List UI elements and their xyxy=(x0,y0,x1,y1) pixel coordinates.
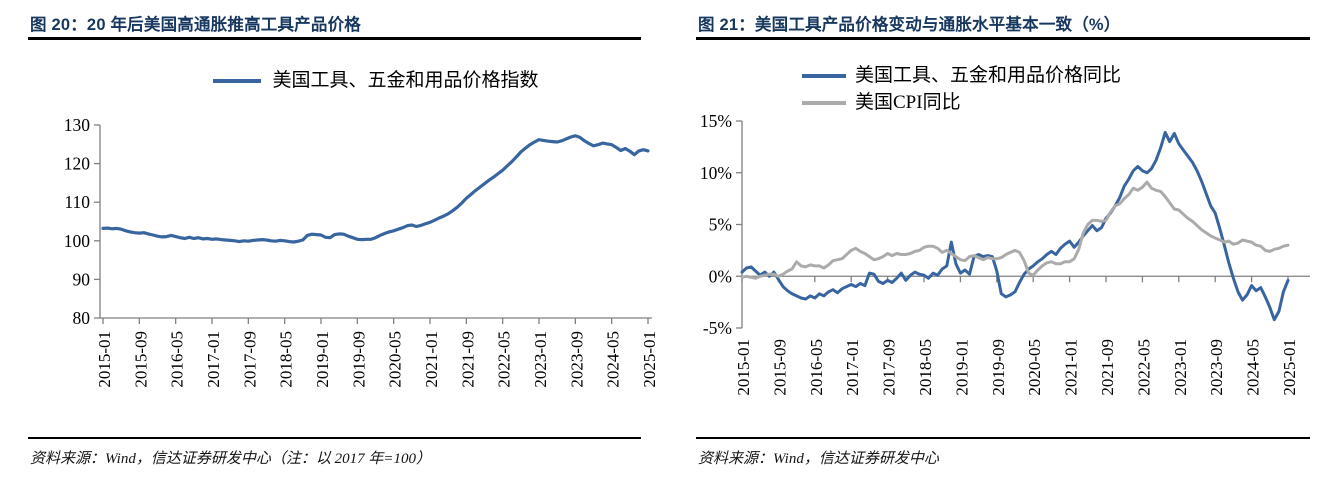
x-tick-label: 2018-05 xyxy=(916,339,935,396)
y-tick-label: -5% xyxy=(703,318,732,338)
legend-label-tools-index: 美国工具、五金和用品价格指数 xyxy=(272,70,539,91)
figure20-title: 图 20：20 年后美国高通胀推高工具产品价格 xyxy=(30,16,361,34)
x-tick-label: 2016-05 xyxy=(168,331,187,388)
y-tick-label: 110 xyxy=(64,192,90,212)
figure20-title-rule xyxy=(28,37,641,40)
series-line-0 xyxy=(740,130,1290,322)
x-tick-label: 2017-09 xyxy=(240,331,259,388)
x-tick-label: 2023-01 xyxy=(531,331,550,388)
y-tick-label: 5% xyxy=(709,215,732,235)
y-tick-label: 80 xyxy=(73,308,91,328)
x-tick-label: 2020-05 xyxy=(1025,339,1044,396)
figure21-source-note: 资料来源：Wind，信达证券研发中心 xyxy=(698,451,939,467)
x-tick-label: 2021-09 xyxy=(458,331,477,388)
x-tick-label: 2022-05 xyxy=(495,331,514,388)
x-tick-label: 2025-01 xyxy=(640,331,659,388)
x-tick-label: 2015-01 xyxy=(95,331,114,388)
x-tick-label: 2017-01 xyxy=(843,339,862,396)
legend-row-cpi-yoy: 美国CPI同比 xyxy=(802,90,1121,115)
x-tick-label: 2023-01 xyxy=(1171,339,1190,396)
x-tick-label: 2021-01 xyxy=(1062,339,1081,396)
y-tick-label: 90 xyxy=(73,269,91,289)
x-tick-label: 2023-09 xyxy=(1207,339,1226,396)
y-tick-label: 100 xyxy=(64,231,91,251)
x-tick-label: 2016-05 xyxy=(807,339,826,396)
legend-line-swatch-cpi-yoy xyxy=(802,100,846,105)
y-tick-label: 0% xyxy=(709,266,732,286)
y-tick-label: 15% xyxy=(700,111,732,131)
figure21-source-rule xyxy=(696,437,1310,439)
series-line-0 xyxy=(101,134,650,244)
x-tick-label: 2023-09 xyxy=(567,331,586,388)
x-tick-label: 2019-09 xyxy=(349,331,368,388)
x-tick-label: 2025-01 xyxy=(1280,339,1299,396)
x-tick-label: 2020-05 xyxy=(386,331,405,388)
figure21-legend: 美国工具、五金和用品价格同比 美国CPI同比 xyxy=(802,63,1121,115)
x-tick-label: 2015-09 xyxy=(770,339,789,396)
x-tick-label: 2017-09 xyxy=(880,339,899,396)
figure20-legend: 美国工具、五金和用品价格指数 xyxy=(100,71,652,90)
x-tick-label: 2021-01 xyxy=(422,331,441,388)
figure20-source-rule xyxy=(28,437,641,439)
x-tick-label: 2022-05 xyxy=(1134,339,1153,396)
x-tick-label: 2021-09 xyxy=(1098,339,1117,396)
x-tick-label: 2018-05 xyxy=(277,331,296,388)
x-tick-label: 2015-09 xyxy=(131,331,150,388)
legend-row-tools-yoy: 美国工具、五金和用品价格同比 xyxy=(802,63,1121,88)
legend-label-cpi-yoy: 美国CPI同比 xyxy=(855,92,961,113)
y-tick-label: 130 xyxy=(64,115,91,135)
series-line-1 xyxy=(740,180,1290,280)
figure21-title: 图 21：美国工具产品价格变动与通胀水平基本一致（%） xyxy=(698,16,1121,34)
legend-line-swatch-tools-index xyxy=(213,78,262,83)
y-tick-label: 120 xyxy=(64,154,91,174)
x-tick-label: 2017-01 xyxy=(204,331,223,388)
x-tick-label: 2024-05 xyxy=(1244,339,1263,396)
y-tick-label: 10% xyxy=(700,163,732,183)
x-tick-label: 2019-01 xyxy=(952,339,971,396)
x-tick-label: 2015-01 xyxy=(734,339,753,396)
figure20-source-note: 资料来源：Wind，信达证券研发中心（注：以 2017 年=100） xyxy=(30,451,431,467)
x-tick-label: 2019-01 xyxy=(313,331,332,388)
legend-label-tools-yoy: 美国工具、五金和用品价格同比 xyxy=(855,65,1122,86)
figure21-title-rule xyxy=(696,37,1310,40)
x-tick-label: 2019-09 xyxy=(989,339,1008,396)
x-tick-label: 2024-05 xyxy=(604,331,623,388)
legend-line-swatch-tools-yoy xyxy=(802,73,846,78)
